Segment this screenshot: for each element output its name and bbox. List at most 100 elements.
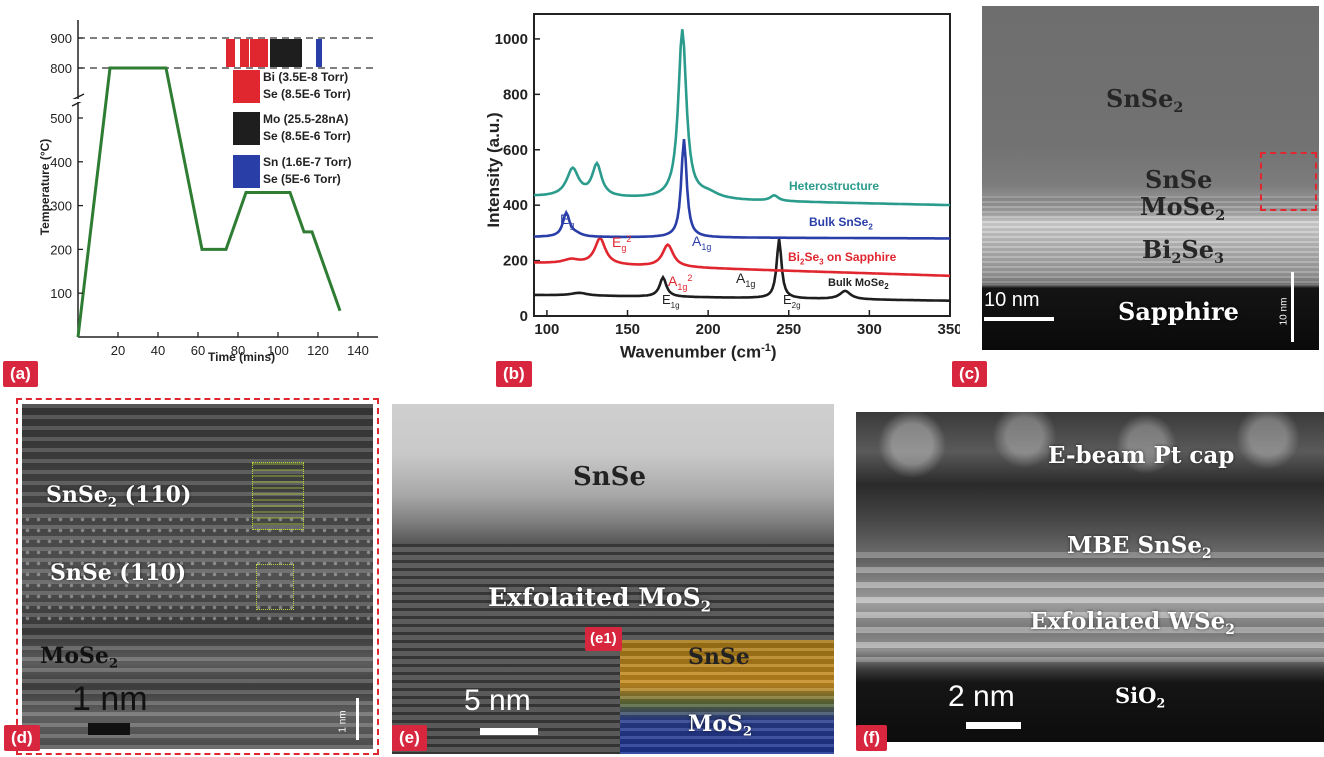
scale-bar-d-vertical bbox=[356, 698, 359, 740]
panel-tag-c: (c) bbox=[952, 361, 987, 387]
label-snse2-d: SnSe2 (110) bbox=[46, 482, 192, 511]
label-inset-mos2-text: MoS bbox=[688, 711, 743, 737]
label-snse2-d-index: (110) bbox=[124, 482, 192, 508]
panel-e: SnSe Exfolaited MoS2 (e1) SnSe MoS2 5 nm… bbox=[388, 398, 838, 757]
scale-bar-c-vertical bbox=[1291, 272, 1294, 342]
label-sio2-f-text: SiO bbox=[1115, 683, 1157, 708]
svg-text:A1g: A1g bbox=[736, 270, 755, 289]
stem-image-e bbox=[392, 404, 834, 754]
label-snse-e: SnSe bbox=[573, 462, 646, 492]
series-bise3 bbox=[534, 236, 950, 278]
legend-bi-line1: Bi (3.5E-8 Torr) bbox=[263, 70, 349, 84]
label-sio2-f: SiO2 bbox=[1115, 683, 1166, 711]
label-mose2-c-text: MoSe bbox=[1140, 192, 1216, 221]
panel-tag-e: (e) bbox=[392, 725, 427, 751]
panel-tag-a: (a) bbox=[3, 361, 38, 387]
x-tick-label: 250 bbox=[776, 321, 801, 338]
series-label-snse2-text: Bulk SnSe bbox=[809, 215, 869, 229]
roi-frame-d bbox=[16, 398, 379, 755]
x-tick-label: 20 bbox=[111, 343, 125, 358]
y-tick-label: 400 bbox=[503, 197, 528, 214]
scale-bar-c bbox=[984, 317, 1054, 321]
scale-bar-d bbox=[88, 723, 130, 735]
y-tick-label: 400 bbox=[50, 155, 72, 170]
series-label-mose: Bulk MoSe2 bbox=[828, 277, 889, 292]
label-bise-c: Bi2Se3 bbox=[1142, 235, 1225, 268]
label-snse-d: SnSe (110) bbox=[50, 560, 187, 586]
panel-tag-d: (d) bbox=[4, 725, 40, 751]
y-tick-label: 200 bbox=[50, 242, 72, 257]
label-mose2-d: MoSe2 bbox=[40, 643, 119, 672]
x-tick-label: 40 bbox=[151, 343, 165, 358]
scale-bar-e bbox=[480, 728, 538, 735]
label-snse2-c: SnSe2 bbox=[1106, 84, 1184, 117]
y-tick-label: 100 bbox=[50, 286, 72, 301]
series-label-mose-text: Bulk MoSe bbox=[828, 277, 885, 289]
x-tick-label: 200 bbox=[696, 321, 721, 338]
x-tick-label: 60 bbox=[191, 343, 205, 358]
label-wse2-f-text: Exfoliated WSe bbox=[1030, 608, 1226, 635]
y-tick-label: 500 bbox=[50, 111, 72, 126]
y-tick-label: 800 bbox=[503, 86, 528, 103]
inset-e1 bbox=[620, 640, 834, 754]
scale-label-f: 2 nm bbox=[948, 680, 1015, 713]
inset-tag-e1: (e1) bbox=[585, 627, 622, 651]
series-bulk-snse2 bbox=[534, 138, 950, 240]
panel-d: SnSe2 (110) SnSe (110) MoSe2 1 nm 1 nm (… bbox=[0, 398, 385, 757]
stem-image-c bbox=[982, 6, 1319, 350]
label-snse2-f: MBE SnSe2 bbox=[1067, 532, 1212, 562]
stem-image-d bbox=[22, 404, 373, 749]
x-tick-label: 140 bbox=[347, 343, 369, 358]
x-axis-label-b-sup: -1 bbox=[761, 342, 771, 354]
legend-swatch-bi bbox=[233, 70, 260, 103]
panel-b: 100 150 200 250 300 350 0 200 400 600 800 1000 Eg E… bbox=[480, 0, 963, 390]
panel-tag-b: (b) bbox=[496, 361, 532, 387]
label-mos2-e-text: Exfolaited MoS bbox=[488, 583, 701, 612]
x-tick-label: 100 bbox=[534, 321, 559, 338]
label-mose2-c: MoSe2 bbox=[1140, 192, 1226, 225]
legend-swatch-mo bbox=[233, 112, 260, 145]
scale-bar-f bbox=[966, 722, 1021, 729]
series-label-bise: Bi2Se3 on Sapphire bbox=[788, 250, 897, 267]
x-axis-label: Time (mins) bbox=[208, 350, 276, 364]
x-tick-label: 120 bbox=[307, 343, 329, 358]
label-inset-mos2: MoS2 bbox=[688, 711, 753, 740]
label-mose2-d-text: MoSe bbox=[40, 643, 109, 669]
legend-sn-line2: Se (5E-6 Torr) bbox=[263, 172, 341, 186]
label-snse2-d-text: SnSe bbox=[46, 482, 108, 508]
panel-tag-f: (f) bbox=[856, 725, 887, 751]
x-tick-label: 300 bbox=[857, 321, 882, 338]
label-inset-snse: SnSe bbox=[688, 644, 750, 670]
legend-bi-line2: Se (8.5E-6 Torr) bbox=[263, 87, 351, 101]
temperature-profile-plot: 20 40 60 80 100 120 140 100 200 300 400 500 800 900 bbox=[50, 20, 378, 358]
svg-text:A1g2: A1g2 bbox=[668, 273, 692, 292]
series-label-hetero: Heterostructure bbox=[789, 179, 880, 193]
legend-mo-line2: Se (8.5E-6 Torr) bbox=[263, 129, 351, 143]
x-tick-label: 350 bbox=[937, 321, 960, 338]
x-axis-label-b-end: ) bbox=[770, 342, 777, 362]
scale-label-e: 5 nm bbox=[464, 684, 531, 717]
y-axis-label: Temperature (°C) bbox=[38, 138, 52, 236]
x-tick-label: 150 bbox=[615, 321, 640, 338]
panel-f: E-beam Pt cap MBE SnSe2 Exfoliated WSe 2 … bbox=[850, 398, 1324, 757]
x-axis-label-b-text: Wavenumber (cm bbox=[620, 342, 762, 362]
panel-c: SnSe2 SnSe MoSe2 Bi2Se3 Sapphire 10 nm 1… bbox=[948, 0, 1324, 390]
scale-label-d: 1 nm bbox=[72, 680, 148, 718]
legend-swatch-sn bbox=[233, 155, 260, 188]
label-pt-f: E-beam Pt cap bbox=[1048, 442, 1235, 469]
series-bulk-mose2 bbox=[534, 238, 950, 303]
x-tick-label: 100 bbox=[267, 343, 289, 358]
y-axis-label-b: Intensity (a.u.) bbox=[484, 112, 503, 228]
y-tick-label: 0 bbox=[520, 308, 528, 325]
y-tick-label: 1000 bbox=[495, 31, 528, 48]
roi-box bbox=[1260, 152, 1317, 211]
y-tick-label: 300 bbox=[50, 199, 72, 214]
label-snse2-c-text: SnSe bbox=[1106, 84, 1174, 113]
legend-mo-line1: Mo (25.5-28nA) bbox=[263, 112, 349, 126]
x-tick-label: 80 bbox=[231, 343, 245, 358]
label-wse2-f: Exfoliated WSe2 bbox=[1030, 608, 1235, 638]
label-snse2-f-text: MBE SnSe bbox=[1067, 532, 1203, 559]
y-tick-label: 900 bbox=[50, 31, 72, 46]
series-heterostructure bbox=[533, 29, 951, 207]
